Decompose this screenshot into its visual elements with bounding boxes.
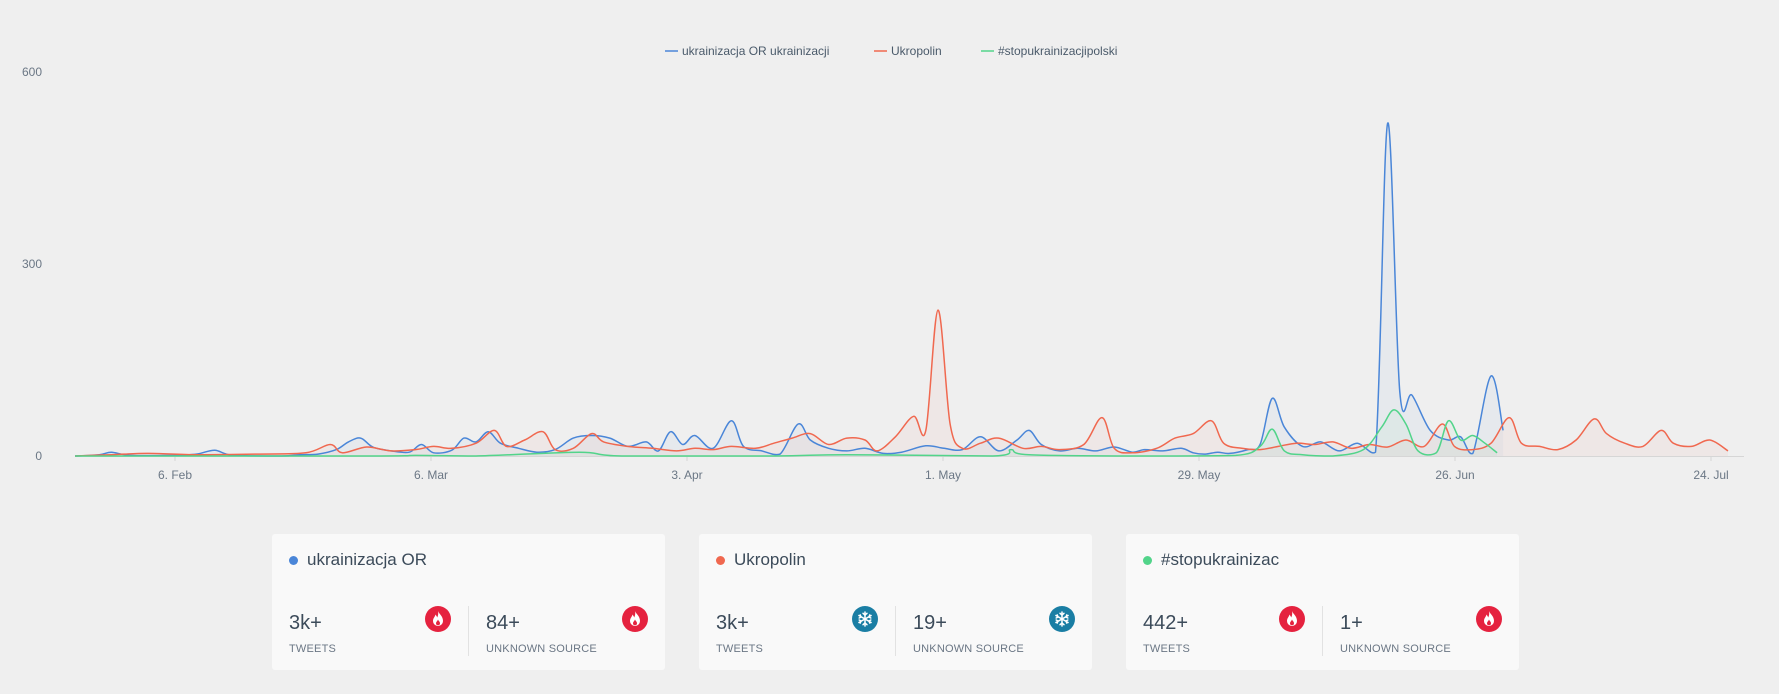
chart-svg: 0 300 600 6. Feb 6. Mar 3. Apr 1. May 29. May 26…	[22, 44, 1744, 482]
stat-value: 442+	[1143, 612, 1189, 634]
stat-unknown-source: 19+ UNKNOWN SOURCE	[895, 606, 1075, 656]
flame-icon	[1279, 606, 1305, 632]
stat-value: 84+	[486, 612, 520, 634]
snowflake-icon	[1049, 606, 1075, 632]
y-tick-label: 600	[22, 65, 42, 79]
flame-icon	[1476, 606, 1502, 632]
stat-label: UNKNOWN SOURCE	[913, 643, 1024, 655]
stat-unknown-source: 84+ UNKNOWN SOURCE	[468, 606, 648, 656]
snowflake-icon	[852, 606, 878, 632]
line-chart: 0 300 600 6. Feb 6. Mar 3. Apr 1. May 29. May 26…	[22, 44, 1744, 482]
series-line-2[interactable]	[75, 409, 1498, 457]
card-title-text: #stopukrainizac	[1161, 550, 1280, 569]
series-dot	[1143, 555, 1152, 565]
stat-value: 19+	[913, 612, 947, 634]
stat-value: 1+	[1340, 612, 1363, 634]
y-tick-label: 300	[22, 257, 42, 271]
x-tick-label: 1. May	[925, 468, 961, 482]
summary-cards: ukrainizacja OR 3k+ TWEETS 84+ UNKNOWN S…	[272, 534, 1519, 670]
y-tick-label: 0	[35, 449, 42, 463]
x-tick-label: 3. Apr	[671, 468, 702, 482]
stat-tweets: 442+ TWEETS	[1143, 606, 1322, 656]
series-dot	[289, 555, 298, 565]
flame-icon	[425, 606, 451, 632]
flame-icon	[622, 606, 648, 632]
card-title: Ukropolin	[716, 550, 1075, 570]
stat-tweets: 3k+ TWEETS	[716, 606, 895, 656]
x-tick-label: 6. Mar	[414, 468, 448, 482]
stat-label: TWEETS	[289, 643, 337, 655]
stat-value: 3k+	[289, 612, 322, 634]
x-tick-label: 29. May	[1178, 468, 1221, 482]
series-line-1[interactable]	[74, 309, 1729, 457]
legend-item[interactable]: Ukropolin	[891, 44, 942, 58]
stat-unknown-source: 1+ UNKNOWN SOURCE	[1322, 606, 1502, 656]
stat-label: UNKNOWN SOURCE	[486, 643, 597, 655]
x-tick-label: 6. Feb	[158, 468, 192, 482]
series-area	[75, 122, 1504, 456]
stat-label: UNKNOWN SOURCE	[1340, 643, 1451, 655]
card-title-text: ukrainizacja OR	[307, 550, 427, 569]
card-title: #stopukrainizac	[1143, 550, 1502, 570]
legend-item[interactable]: #stopukrainizacjipolski	[998, 44, 1117, 58]
card-title-text: Ukropolin	[734, 550, 806, 569]
stat-label: TWEETS	[1143, 643, 1191, 655]
stat-value: 3k+	[716, 612, 749, 634]
summary-card: ukrainizacja OR 3k+ TWEETS 84+ UNKNOWN S…	[272, 534, 665, 670]
summary-card: #stopukrainizac 442+ TWEETS 1+ UNKNOWN S…	[1126, 534, 1519, 670]
stat-label: TWEETS	[716, 643, 764, 655]
series-line-0[interactable]	[74, 122, 1504, 457]
x-tick-label: 24. Jul	[1693, 468, 1728, 482]
series-dot	[716, 555, 725, 565]
summary-card: Ukropolin 3k+ TWEETS 19+ UNKNOWN SOURCE	[699, 534, 1092, 670]
stat-tweets: 3k+ TWEETS	[289, 606, 468, 656]
legend-item[interactable]: ukrainizacja OR ukrainizacji	[682, 44, 829, 58]
card-title: ukrainizacja OR	[289, 550, 648, 570]
x-tick-label: 26. Jun	[1435, 468, 1474, 482]
